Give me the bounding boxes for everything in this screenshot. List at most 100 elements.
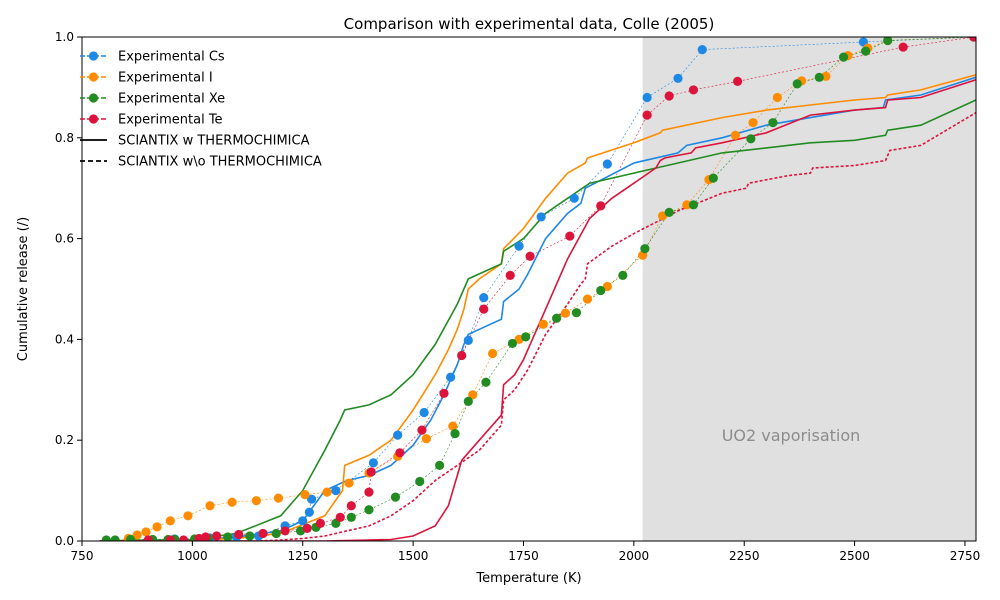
- plot-frame: [81, 36, 977, 542]
- experimental-cs-point: [446, 372, 456, 382]
- experimental-xe-point: [883, 37, 893, 46]
- experimental-xe-point: [688, 200, 699, 210]
- x-tick-label: 2500: [839, 549, 870, 563]
- experimental-i-point: [421, 434, 431, 444]
- experimental-te-point: [280, 526, 290, 536]
- legend-marker: [88, 93, 99, 103]
- x-tick-label: 1500: [398, 549, 429, 563]
- experimental-xe-point: [450, 429, 460, 439]
- experimental-te-point: [642, 110, 652, 120]
- experimental-i-point: [772, 92, 782, 103]
- legend-marker: [88, 114, 99, 124]
- experimental-te-point: [165, 535, 175, 541]
- experimental-xe-point: [664, 207, 674, 217]
- experimental-i-point: [251, 496, 261, 506]
- experimental-te-point: [417, 425, 427, 435]
- shaded-region-layer: [642, 37, 976, 541]
- experimental-xe-point: [571, 308, 582, 318]
- experimental-te-point: [143, 535, 153, 541]
- experimental-cs-point: [298, 516, 308, 526]
- experimental-xe-point: [435, 460, 445, 470]
- shaded-region-label: UO2 vaporisation: [722, 426, 861, 445]
- experimental-te-point: [302, 523, 312, 534]
- experimental-xe-point: [551, 313, 562, 323]
- experimental-xe-point: [271, 528, 281, 539]
- sciantix-w-thermochimica-te-line: [99, 79, 976, 541]
- experimental-xe-point: [792, 79, 802, 89]
- experimental-i-point: [141, 527, 151, 537]
- experimental-xe-point: [768, 118, 778, 128]
- experimental-xe-point: [463, 396, 473, 406]
- experimental-cs-point: [393, 430, 403, 440]
- y-tick-label: 0.2: [55, 433, 74, 447]
- legend-label: Experimental I: [118, 71, 213, 86]
- experimental-cs-point: [304, 507, 314, 517]
- y-tick-label: 0.8: [55, 131, 74, 145]
- x-tick-label: 2000: [619, 549, 650, 563]
- experimental-i-point: [227, 497, 237, 507]
- experimental-cs-point: [569, 193, 579, 203]
- chart-title: Comparison with experimental data, Colle…: [344, 15, 715, 33]
- y-axis-label: Cumulative release (/): [16, 217, 31, 361]
- y-tick-label: 1.0: [55, 30, 74, 44]
- x-tick-label: 750: [71, 549, 94, 563]
- experimental-cs-point: [479, 292, 489, 303]
- experimental-xe-point: [746, 134, 756, 144]
- experimental-te-point: [596, 201, 606, 211]
- experimental-te-point: [664, 91, 674, 101]
- y-tick-label: 0.0: [55, 534, 74, 548]
- experimental-xe-point: [223, 532, 233, 541]
- x-tick-label: 2750: [950, 549, 981, 563]
- experimental-te-point: [525, 251, 535, 261]
- y-tick-label: 0.6: [55, 232, 74, 246]
- legend-label: Experimental Te: [118, 113, 223, 128]
- experimental-cs-point: [697, 45, 707, 55]
- experimental-xe-point: [390, 492, 401, 502]
- marker-layer: [101, 37, 976, 541]
- experimental-i-point: [538, 319, 548, 329]
- experimental-i-point: [344, 478, 354, 488]
- experimental-i-point: [205, 501, 215, 511]
- legend-entry: Experimental Xe: [80, 92, 225, 107]
- experimental-i-point: [132, 530, 142, 540]
- legend-entry: Experimental I: [80, 71, 213, 86]
- experimental-xe-point: [640, 244, 650, 254]
- experimental-te-point: [565, 231, 575, 241]
- experimental-cs-point: [419, 407, 429, 418]
- experimental-xe-point: [346, 512, 356, 522]
- experimental-te-point: [335, 512, 345, 522]
- experimental-te-point: [258, 528, 268, 539]
- experimental-xe-point: [481, 377, 491, 387]
- experimental-i-point: [152, 522, 162, 532]
- experimental-te-point: [346, 501, 356, 511]
- sciantix-w-thermochimica-xe-line: [99, 99, 976, 541]
- experimental-xe-point: [618, 270, 628, 280]
- experimental-cs-point: [673, 73, 683, 83]
- legend-entry: Experimental Te: [80, 113, 223, 128]
- experimental-xe-point: [838, 52, 849, 62]
- experimental-i-point: [300, 490, 310, 500]
- experimental-te-point: [201, 532, 211, 541]
- experimental-i-point: [273, 493, 284, 503]
- experimental-i-point: [322, 487, 332, 497]
- legend-marker: [88, 51, 99, 61]
- experimental-cs-point: [331, 486, 341, 496]
- x-tick-label: 1000: [177, 549, 208, 563]
- legend-label: SCIANTIX w THERMOCHIMICA: [118, 134, 310, 149]
- experimental-cs-point: [514, 241, 524, 251]
- experimental-i-point: [448, 421, 458, 431]
- x-tick-label: 2250: [729, 549, 760, 563]
- experimental-i-point: [560, 308, 571, 318]
- experimental-cs-point: [368, 458, 378, 468]
- x-axis-label: Temperature (K): [475, 571, 581, 586]
- experimental-te-point: [898, 42, 908, 52]
- uo2-vaporisation-region: [642, 37, 976, 541]
- experimental-te-point: [733, 76, 743, 86]
- experimental-te-line: [148, 37, 974, 541]
- legend-entry: Experimental Cs: [80, 50, 225, 65]
- experimental-te-point: [969, 37, 976, 42]
- experimental-te-point: [439, 388, 449, 398]
- experimental-i-point: [165, 516, 175, 526]
- experimental-te-point: [212, 531, 222, 541]
